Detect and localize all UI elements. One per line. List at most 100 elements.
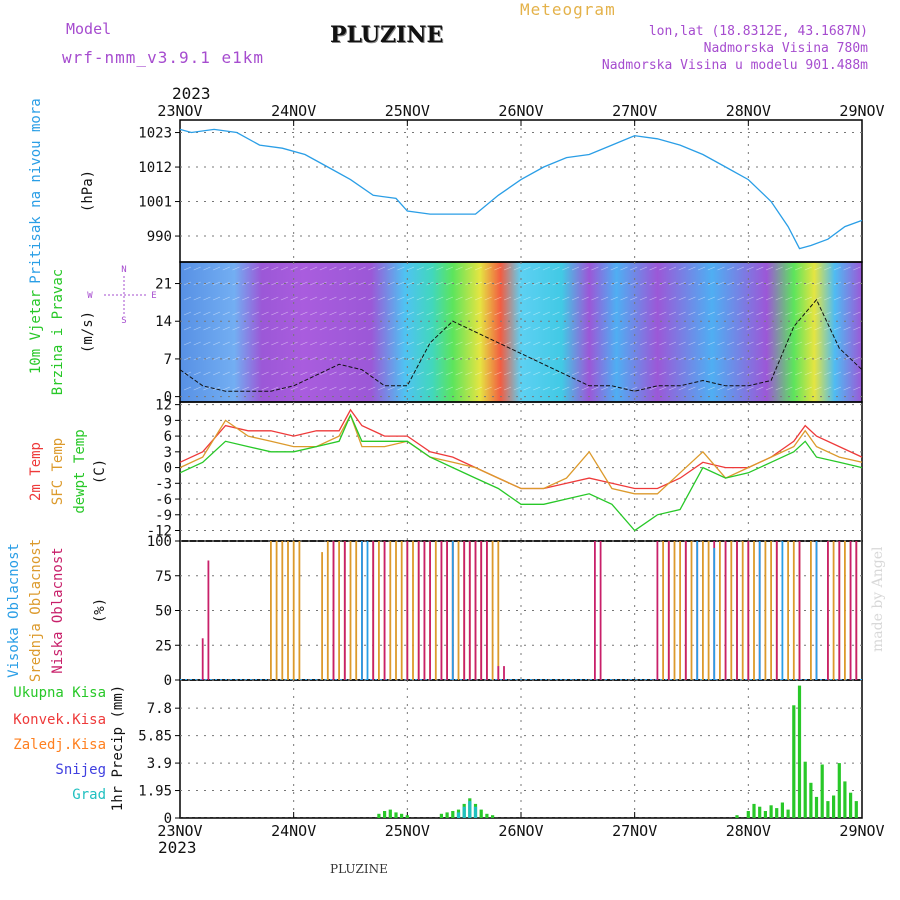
bar-precipitation [479,809,483,818]
y-tick-label: 1023 [138,126,172,142]
wind-arrow [436,371,444,376]
bar-clouds [656,541,659,680]
wind-arrow [746,281,754,286]
wind-arrow [358,386,366,391]
wind-arrow [562,296,570,301]
wind-arrow [309,371,318,376]
wind-arrow [436,386,444,391]
wind-arrow [397,311,405,316]
wind-arrow [494,341,502,346]
wind-arrow [756,281,764,286]
wind-arrow [426,311,434,316]
wind-arrow [571,326,580,331]
bar-clouds [417,541,420,680]
model-name: wrf-nmm_v3.9.1 e1km [62,48,265,67]
wind-arrow [639,371,648,376]
wind-arrow [455,266,463,271]
wind-arrow [377,341,386,346]
bar-clouds [855,541,858,680]
wind-arrow [251,356,260,361]
bar-precipitation [377,813,381,818]
wind-arrow [513,266,521,271]
wind-arrow [833,266,842,271]
wind-arrow [212,341,221,346]
wind-arrow [843,311,851,316]
wind-arrow [319,371,327,376]
wind-arrow [620,356,628,361]
wind-arrow [630,326,638,331]
wind-arrow [523,311,531,316]
panel-frame-precipitation [179,679,863,819]
wind-arrow [232,296,240,301]
wind-arrow [280,326,289,331]
bar-clouds [827,541,829,680]
wind-arrow [397,266,405,271]
compass-west: W [87,291,93,301]
wind-arrow [436,296,444,301]
y-tick-label: 5.85 [138,729,172,745]
wind-arrow [503,386,512,391]
wind-arrow [290,386,298,391]
wind-arrow [591,296,599,301]
wind-arrow [697,296,706,301]
wind-arrow [542,281,551,286]
wind-arrow [445,266,454,271]
wind-arrow [833,386,842,391]
bar-clouds [406,541,409,680]
wind-arrow [436,341,444,346]
wind-arrow [503,326,512,331]
wind-arrow [814,326,822,331]
wind-arrow [853,266,861,271]
wind-arrow [348,311,357,316]
wind-arrow [416,326,424,331]
wind-arrow [251,371,260,376]
series-line [179,413,863,532]
bar-clouds [696,541,699,680]
wind-arrow [261,296,269,301]
time-label-top: 29NOV [839,102,884,120]
bar-clouds [275,541,278,680]
time-label-bottom: 24NOV [271,822,316,840]
wind-arrow [600,266,609,271]
bar-clouds [281,541,284,680]
wind-arrow [193,266,201,271]
wind-arrow [775,326,783,331]
wind-arrow [533,386,541,391]
wind-arrow [727,326,735,331]
wind-arrow [484,356,492,361]
bar-clouds [736,541,738,680]
wind-arrow [717,281,725,286]
wind-arrow [193,296,201,301]
wind-arrow [358,311,366,316]
wind-arrow [824,341,832,346]
wind-arrow [649,266,657,271]
wind-arrow [775,311,783,316]
wind-arrow [794,386,803,391]
bar-clouds [684,541,687,680]
wind-arrow [775,281,783,286]
wind-arrow [843,266,851,271]
bar-clouds [201,638,204,680]
wind-arrow [814,371,822,376]
wind-arrow [455,326,463,331]
y-tick-label: 1001 [138,195,172,211]
wind-arrow [785,266,793,271]
wind-arrow [406,356,415,361]
wind-arrow [212,386,221,391]
bar-clouds [753,541,755,680]
wind-arrow [251,326,260,331]
wind-arrow [610,371,618,376]
bar-precipitation [400,813,404,818]
wind-arrow [542,266,551,271]
wind-arrow [785,311,793,316]
wind-arrow [523,341,531,346]
wind-arrow [688,356,696,361]
wind-arrow [630,386,638,391]
bar-precipitation [758,806,762,818]
wind-arrow [465,311,473,316]
wind-arrow [853,281,861,286]
wind-arrow [533,311,541,316]
y-tick-label: 3 [164,445,172,461]
bar-precipitation [468,801,472,818]
wind-arrow [794,326,803,331]
